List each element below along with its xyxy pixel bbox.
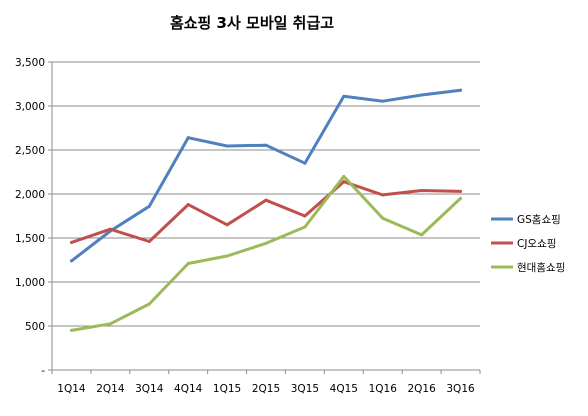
y-tick-label: - bbox=[41, 365, 45, 377]
data-point bbox=[342, 94, 346, 98]
data-point bbox=[420, 93, 424, 97]
x-tick-label: 1Q14 bbox=[57, 383, 86, 395]
data-point bbox=[381, 216, 385, 220]
x-axis-tick-labels: 1Q14 2Q14 3Q14 4Q14 1Q15 2Q15 3Q15 4Q15 1Q16 2Q16… bbox=[57, 383, 475, 395]
data-point bbox=[303, 161, 307, 165]
data-point bbox=[342, 180, 346, 184]
plot-area bbox=[52, 62, 480, 370]
y-tick-label: 2,000 bbox=[15, 189, 45, 201]
data-point bbox=[186, 262, 190, 266]
legend-label: CJ오쇼핑 bbox=[517, 238, 556, 250]
x-tick-label: 2Q16 bbox=[407, 383, 436, 395]
data-point bbox=[147, 302, 151, 306]
data-point bbox=[69, 328, 73, 332]
data-point bbox=[225, 144, 229, 148]
data-point bbox=[108, 227, 112, 231]
x-tick-label: 2Q15 bbox=[252, 383, 280, 395]
data-point bbox=[420, 233, 424, 237]
chart-title: 홈쇼핑 3사 모바일 취급고 bbox=[170, 14, 334, 32]
data-point bbox=[225, 254, 229, 258]
x-tick-label: 1Q16 bbox=[369, 383, 398, 395]
data-point bbox=[147, 240, 151, 244]
x-tick-label: 4Q15 bbox=[330, 383, 358, 395]
data-point bbox=[225, 223, 229, 227]
x-tick-label: 3Q14 bbox=[135, 383, 164, 395]
x-tick-label: 3Q16 bbox=[446, 383, 475, 395]
data-point bbox=[381, 193, 385, 197]
data-point bbox=[381, 99, 385, 103]
data-point bbox=[342, 174, 346, 178]
data-point bbox=[264, 143, 268, 147]
data-point bbox=[108, 322, 112, 326]
x-tick-label: 4Q14 bbox=[174, 383, 203, 395]
y-tick-label: 2,500 bbox=[15, 145, 45, 157]
data-point bbox=[186, 203, 190, 207]
data-point bbox=[147, 204, 151, 208]
y-tick-label: 1,000 bbox=[15, 277, 45, 289]
data-point bbox=[264, 241, 268, 245]
legend-label: GS홈쇼핑 bbox=[517, 213, 561, 226]
x-tick-label: 3Q15 bbox=[291, 383, 319, 395]
data-point bbox=[303, 214, 307, 218]
data-point bbox=[459, 196, 463, 200]
data-point bbox=[186, 136, 190, 140]
axes bbox=[48, 61, 481, 374]
data-point bbox=[303, 225, 307, 229]
data-point bbox=[420, 188, 424, 192]
y-axis-tick-labels: - 500 1,000 1,500 2,000 2,500 3,000 3,500 bbox=[15, 57, 45, 377]
x-tick-label: 1Q15 bbox=[213, 383, 241, 395]
data-point bbox=[69, 240, 73, 244]
y-tick-label: 500 bbox=[25, 321, 45, 333]
series-lines bbox=[69, 88, 463, 332]
y-tick-label: 1,500 bbox=[15, 233, 45, 245]
y-tick-label: 3,000 bbox=[15, 101, 45, 113]
y-tick-label: 3,500 bbox=[15, 57, 45, 69]
x-tick-label: 2Q14 bbox=[96, 383, 125, 395]
data-point bbox=[459, 189, 463, 193]
data-point bbox=[459, 88, 463, 92]
data-point bbox=[69, 259, 73, 263]
legend-label: 현대홈쇼핑 bbox=[517, 261, 565, 274]
data-point bbox=[264, 198, 268, 202]
grid-lines bbox=[52, 61, 480, 327]
